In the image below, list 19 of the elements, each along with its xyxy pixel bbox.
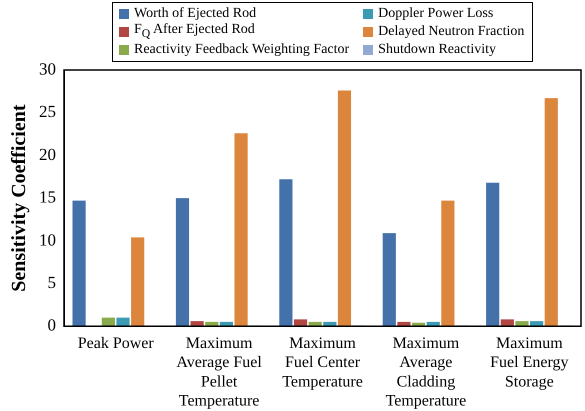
y-tick-label: 30 — [39, 59, 56, 78]
x-tick-label: Maximum Fuel Center Temperature — [282, 335, 363, 390]
y-tick-label: 25 — [39, 102, 56, 122]
x-tick-label: Maximum Average Fuel Pellet Temperature — [176, 335, 262, 410]
y-tick-label: 5 — [48, 272, 56, 292]
legend-label: F$_{Q}$ After Ejected Rod — [134, 22, 255, 42]
x-tick-label: Maximum Fuel Energy Storage — [490, 335, 568, 390]
y-tick-label: 10 — [39, 230, 56, 250]
legend-label: Worth of Ejected Rod — [134, 6, 256, 22]
y-tick-label: 20 — [39, 144, 56, 164]
legend-label: Delayed Neutron Fraction — [378, 24, 524, 40]
y-axis-title: Sensitivity Coefficient — [8, 104, 30, 292]
legend-label: Shutdown Reactivity — [378, 42, 496, 58]
x-tick-label: Peak Power — [78, 335, 154, 352]
y-tick-label: 15 — [39, 188, 56, 207]
legend-label: Doppler Power Loss — [378, 6, 494, 22]
x-tick-label: Maximum Average Cladding Temperature — [386, 335, 466, 410]
legend-label: Reactivity Feedback Weighting Factor — [134, 42, 350, 58]
y-tick-label: 0 — [48, 316, 56, 335]
